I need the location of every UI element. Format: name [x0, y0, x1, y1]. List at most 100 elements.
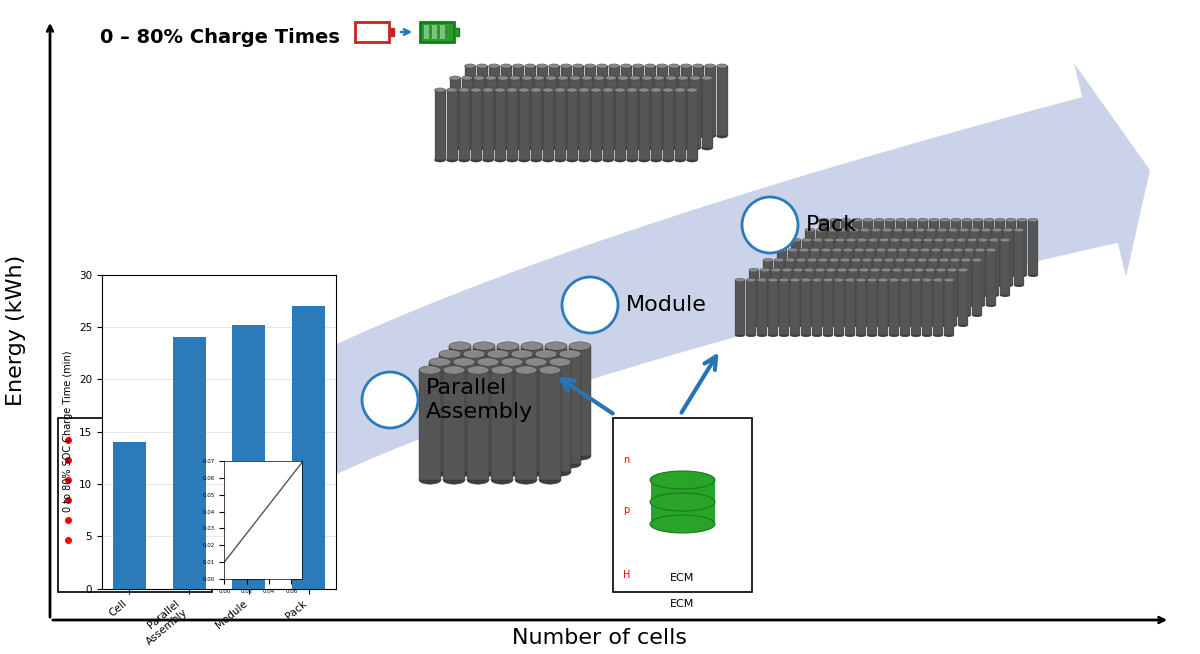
FancyBboxPatch shape [613, 418, 752, 592]
FancyBboxPatch shape [644, 66, 655, 136]
Ellipse shape [511, 350, 533, 358]
Ellipse shape [680, 134, 691, 138]
Ellipse shape [934, 333, 943, 337]
Bar [233, 325, 265, 589]
FancyBboxPatch shape [910, 250, 919, 305]
Ellipse shape [534, 76, 545, 80]
Ellipse shape [606, 146, 617, 150]
Ellipse shape [964, 303, 974, 307]
Ellipse shape [887, 303, 898, 307]
FancyBboxPatch shape [590, 90, 601, 160]
Ellipse shape [473, 342, 496, 350]
Ellipse shape [904, 268, 913, 272]
FancyBboxPatch shape [874, 260, 883, 315]
Ellipse shape [950, 258, 960, 262]
FancyBboxPatch shape [440, 25, 445, 39]
FancyBboxPatch shape [656, 66, 667, 136]
Ellipse shape [857, 293, 866, 297]
Ellipse shape [972, 258, 982, 262]
Ellipse shape [868, 238, 878, 242]
Ellipse shape [569, 452, 592, 460]
Ellipse shape [940, 313, 949, 317]
Ellipse shape [953, 303, 964, 307]
Ellipse shape [686, 88, 697, 92]
FancyBboxPatch shape [857, 240, 866, 295]
FancyBboxPatch shape [850, 230, 859, 285]
Ellipse shape [826, 323, 836, 327]
Ellipse shape [871, 228, 881, 232]
Ellipse shape [419, 476, 442, 484]
Ellipse shape [896, 273, 906, 277]
Ellipse shape [917, 258, 928, 262]
FancyBboxPatch shape [704, 66, 715, 136]
Ellipse shape [865, 303, 875, 307]
Ellipse shape [886, 273, 895, 277]
Ellipse shape [946, 293, 955, 297]
Ellipse shape [494, 88, 505, 92]
Ellipse shape [674, 88, 685, 92]
Ellipse shape [866, 278, 877, 282]
Ellipse shape [805, 283, 815, 287]
Ellipse shape [690, 76, 701, 80]
Ellipse shape [674, 158, 685, 162]
FancyBboxPatch shape [948, 230, 958, 285]
Ellipse shape [950, 313, 960, 317]
FancyBboxPatch shape [450, 78, 461, 148]
Ellipse shape [958, 268, 968, 272]
Ellipse shape [910, 248, 919, 252]
Ellipse shape [791, 293, 802, 297]
Ellipse shape [654, 76, 665, 80]
Ellipse shape [1018, 218, 1027, 222]
FancyBboxPatch shape [918, 220, 928, 275]
FancyBboxPatch shape [778, 250, 787, 305]
Ellipse shape [824, 238, 834, 242]
FancyBboxPatch shape [500, 66, 511, 136]
Ellipse shape [450, 76, 461, 80]
Ellipse shape [463, 350, 485, 358]
Ellipse shape [910, 303, 919, 307]
Ellipse shape [554, 88, 565, 92]
Ellipse shape [572, 64, 583, 68]
Ellipse shape [904, 283, 914, 287]
Ellipse shape [893, 283, 904, 287]
FancyBboxPatch shape [662, 90, 673, 160]
FancyBboxPatch shape [470, 90, 481, 160]
Ellipse shape [884, 258, 894, 262]
FancyBboxPatch shape [952, 220, 961, 275]
FancyBboxPatch shape [654, 78, 665, 148]
Ellipse shape [893, 228, 904, 232]
FancyBboxPatch shape [463, 354, 485, 464]
Ellipse shape [539, 476, 562, 484]
Ellipse shape [818, 313, 828, 317]
Y-axis label: 0 to 80% SOC Charge Time (min): 0 to 80% SOC Charge Time (min) [64, 351, 73, 512]
Ellipse shape [450, 146, 461, 150]
Ellipse shape [430, 468, 451, 476]
Ellipse shape [690, 146, 701, 150]
FancyBboxPatch shape [898, 250, 908, 305]
Ellipse shape [989, 293, 998, 297]
FancyBboxPatch shape [782, 270, 792, 325]
FancyBboxPatch shape [881, 270, 890, 325]
Ellipse shape [1003, 228, 1013, 232]
FancyBboxPatch shape [1006, 220, 1016, 275]
Ellipse shape [666, 76, 677, 80]
Ellipse shape [778, 303, 787, 307]
Ellipse shape [630, 76, 641, 80]
Ellipse shape [940, 258, 949, 262]
FancyBboxPatch shape [940, 260, 949, 315]
Ellipse shape [796, 258, 806, 262]
FancyBboxPatch shape [521, 346, 542, 456]
Ellipse shape [772, 323, 781, 327]
Ellipse shape [470, 88, 481, 92]
Ellipse shape [467, 366, 490, 374]
FancyBboxPatch shape [515, 370, 538, 480]
Ellipse shape [790, 333, 800, 337]
Ellipse shape [734, 278, 745, 282]
FancyBboxPatch shape [779, 280, 790, 335]
FancyBboxPatch shape [716, 66, 727, 136]
Ellipse shape [502, 358, 523, 366]
Ellipse shape [948, 228, 958, 232]
FancyBboxPatch shape [1014, 230, 1024, 285]
FancyBboxPatch shape [749, 270, 760, 325]
FancyBboxPatch shape [874, 220, 884, 275]
